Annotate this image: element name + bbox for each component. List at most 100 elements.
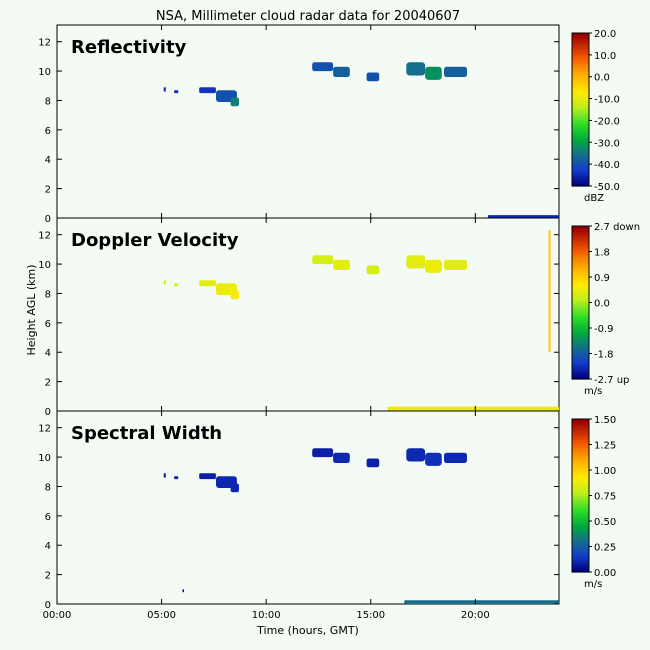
colorbar-cell [572,340,589,344]
colorbar-cell [572,264,589,268]
colorbar-cell [572,436,589,440]
colorbar-cell [572,282,589,286]
colorbar-cell [572,528,589,532]
colorbar-cell [572,561,589,565]
colorbar-tick-label: 0.50 [594,517,616,528]
colorbar-cell [572,284,589,288]
colorbar-cell [572,112,589,116]
colorbar-cell [572,233,589,237]
x-tick-label: 10:00 [252,610,281,621]
colorbar-cell [572,541,589,545]
colorbar-cell [572,45,589,49]
y-tick-label: 8 [45,96,51,107]
echo-4 [230,290,239,300]
y-tick-label: 2 [45,571,51,582]
y-tick-label: 12 [38,38,51,49]
colorbar-cell [572,40,589,44]
colorbar-cell [572,350,589,355]
colorbar-cell [572,505,589,509]
colorbar-cell [572,155,589,159]
echo-6 [312,448,334,458]
colorbar-cell [572,538,589,542]
echo-10 [444,66,467,77]
colorbar-cell [572,569,589,573]
echo-9 [406,448,426,462]
colorbar-cell [572,518,589,522]
colorbar-cell [572,50,589,54]
colorbar-cell [572,551,589,555]
colorbar-cell [572,78,589,83]
colorbar-cell [572,261,589,265]
colorbar-cell [572,53,589,57]
colorbar-cell [572,246,589,250]
colorbar-cell [572,480,589,484]
colorbar-tick-label: 0.25 [594,543,616,554]
colorbar-cell [572,472,589,476]
echo-7 [366,72,380,82]
colorbar-cell [572,43,589,47]
colorbar-cell [572,254,589,258]
colorbar-cell [572,129,589,134]
colorbar-cell [572,566,589,571]
colorbar-cell [572,73,589,77]
colorbar-cell [572,302,589,306]
colorbar-tick-label: 2.7 down [594,222,640,233]
colorbar-cell [572,269,589,273]
colorbar-cell [572,180,589,185]
echo-9 [425,66,442,80]
colorbar-cell [572,482,589,486]
colorbar-cell [572,55,589,60]
echo-6 [333,66,350,77]
echo-9 [425,259,442,273]
colorbar-cell [572,447,589,451]
colorbar-cell [572,145,589,149]
echo-2 [199,87,216,94]
colorbar-tick-label: -40.0 [594,160,620,171]
colorbar-cell [572,117,589,121]
colorbar-cell [572,426,589,430]
colorbar-cell [572,236,589,240]
colorbar-cell [572,173,589,177]
colorbar-tick-label: 0.9 [594,273,610,284]
colorbar-cell [572,492,589,497]
colorbar-cell [572,94,589,98]
echo-5 [230,483,239,493]
colorbar-cell [572,536,589,540]
colorbar-cell [572,490,589,494]
colorbar-cell [572,521,589,525]
colorbar-cell [572,183,589,187]
colorbar-cell [572,513,589,517]
colorbar-cell [572,101,589,105]
colorbar-tick-label: -1.8 [594,350,614,361]
echo-4 [230,97,239,107]
colorbar-cell [572,546,589,550]
colorbar-cell [572,63,589,67]
echo-1 [174,90,179,94]
colorbar-cell [572,114,589,118]
echo-10 [425,452,442,466]
colorbar-cell [572,345,589,349]
colorbar-cell [572,353,589,357]
y-tick-label: 6 [45,512,51,523]
echo-3 [199,473,216,480]
colorbar-cell [572,104,589,108]
colorbar-cell [572,81,589,85]
colorbar-cell [572,358,589,362]
colorbar-cell [572,135,589,139]
colorbar-cell [572,454,589,458]
colorbar-cell [572,564,589,568]
colorbar-cell [572,259,589,263]
colorbar-cell [572,373,589,378]
x-tick-label: 05:00 [147,610,176,621]
colorbar-cell [572,523,589,527]
colorbar-tick-label: -0.9 [594,324,614,335]
y-tick-label: 4 [45,348,51,359]
colorbar-cell [572,157,589,162]
colorbar-tick-label: -10.0 [594,95,620,106]
colorbar-tick-label: -20.0 [594,116,620,127]
y-tick-label: 4 [45,541,51,552]
colorbar-cell [572,71,589,75]
colorbar-cell [572,292,589,296]
echo-8 [366,458,380,468]
